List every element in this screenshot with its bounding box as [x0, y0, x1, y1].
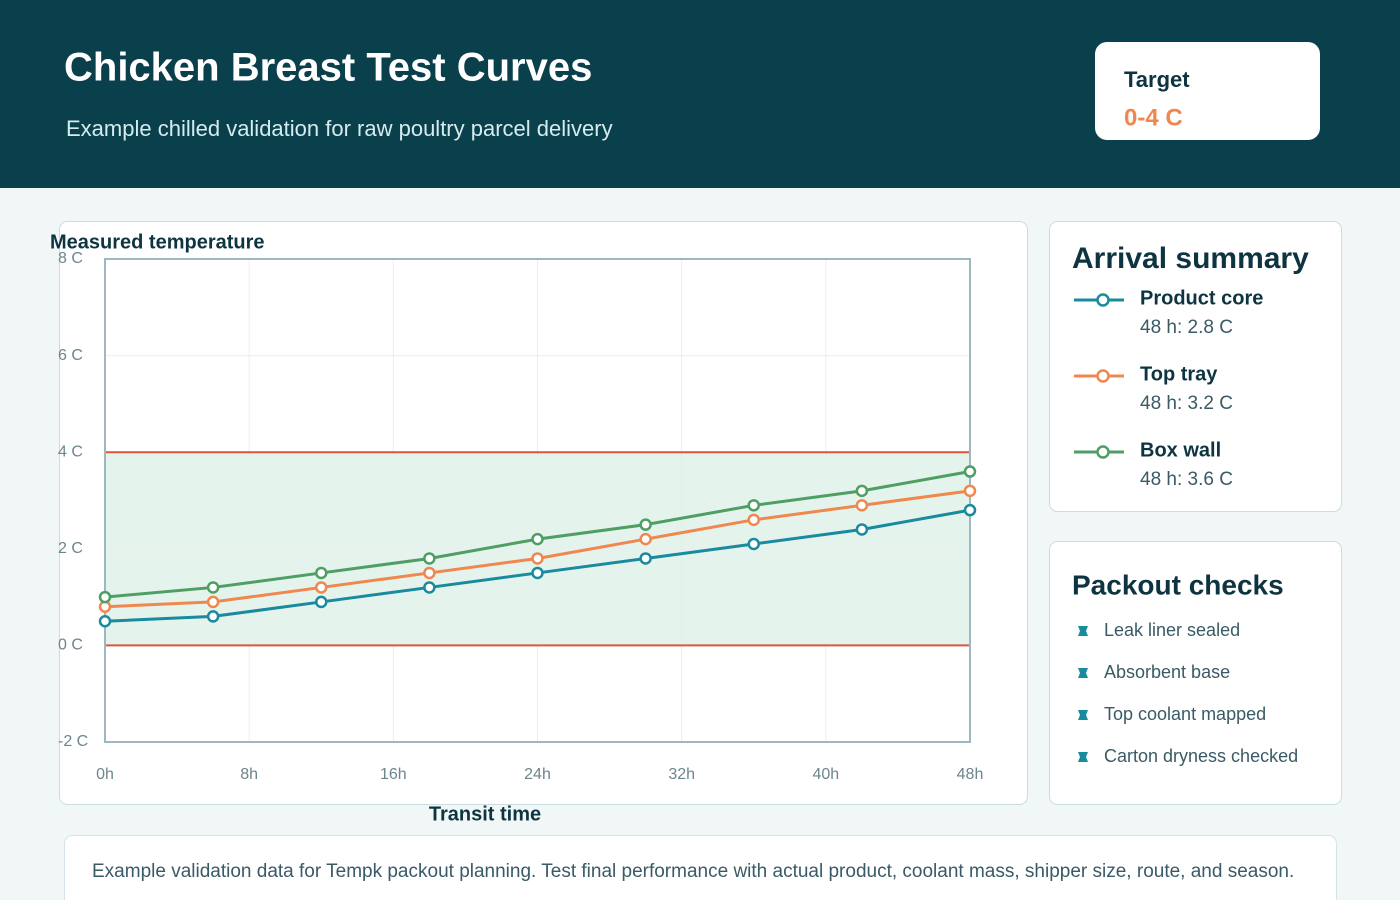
- summary-detail: 48 h: 3.6 C: [1140, 469, 1233, 490]
- data-point: [963, 465, 977, 478]
- legend-marker: [1096, 445, 1110, 459]
- data-point: [963, 503, 977, 517]
- data-point: [531, 552, 544, 565]
- x-axis-title: Transit time: [429, 803, 541, 825]
- check-item: Top coolant mapped: [1104, 704, 1266, 724]
- x-tick-label: 8h: [240, 766, 258, 783]
- x-tick-label: 40h: [812, 766, 839, 783]
- data-point: [639, 552, 652, 565]
- check-item: Leak liner sealed: [1104, 620, 1240, 640]
- data-point: [747, 537, 760, 551]
- legend-name: Top tray: [1140, 363, 1218, 385]
- x-tick-label: 48h: [957, 766, 984, 783]
- check-icon: [1078, 752, 1088, 762]
- check-icon: [1078, 626, 1088, 636]
- data-point: [747, 499, 760, 512]
- y-tick-label: 0 C: [58, 637, 83, 654]
- legend-marker: [1096, 293, 1110, 307]
- side-panels: Product core 48 h: 2.8 C Top tray 48 h: 3.2…: [1074, 287, 1298, 766]
- data-point: [315, 595, 328, 609]
- page-subtitle: Example chilled validation for raw poult…: [66, 116, 613, 141]
- data-point: [639, 532, 652, 546]
- legend-name: Box wall: [1140, 439, 1221, 461]
- data-point: [639, 518, 652, 531]
- data-point: [423, 581, 436, 594]
- summary-title: Arrival summary: [1072, 242, 1309, 275]
- y-axis-title: Measured temperature: [50, 231, 265, 253]
- x-tick-label: 32h: [668, 766, 695, 783]
- y-tick-label: 6 C: [58, 347, 83, 364]
- y-tick-label: 8 C: [58, 250, 83, 267]
- data-point: [855, 523, 869, 536]
- data-point: [963, 484, 977, 498]
- data-point: [315, 581, 328, 594]
- data-point: [855, 484, 869, 498]
- data-point: [423, 566, 436, 580]
- x-tick-label: 24h: [524, 766, 551, 783]
- data-point: [206, 610, 220, 623]
- summary-detail: 48 h: 2.8 C: [1140, 317, 1233, 338]
- data-point: [531, 532, 544, 546]
- page-title: Chicken Breast Test Curves: [64, 46, 592, 90]
- footer-note: Example validation data for Tempk packou…: [92, 861, 1294, 882]
- summary-detail: 48 h: 3.2 C: [1140, 393, 1233, 414]
- target-value: 0-4 C: [1124, 104, 1183, 131]
- legend-name: Product core: [1140, 287, 1263, 309]
- target-card: [1095, 42, 1320, 140]
- check-icon: [1078, 710, 1088, 720]
- data-point: [206, 595, 220, 609]
- data-point: [423, 552, 436, 565]
- check-item: Carton dryness checked: [1104, 746, 1298, 766]
- check-item: Absorbent base: [1104, 662, 1230, 682]
- y-tick-label: -2 C: [58, 733, 88, 750]
- check-icon: [1078, 668, 1088, 678]
- checks-title: Packout checks: [1072, 569, 1284, 600]
- y-tick-label: 2 C: [58, 540, 83, 557]
- y-tick-label: 4 C: [58, 443, 83, 460]
- data-point: [98, 615, 112, 628]
- x-tick-label: 0h: [96, 766, 114, 783]
- checks-card: [1049, 541, 1342, 805]
- data-point: [98, 590, 112, 604]
- target-label: Target: [1124, 67, 1190, 92]
- footer-card: [64, 835, 1337, 905]
- plot: -2 C 0 C 2 C 4 C 6 C 8 C 0h 8h 16h 24h 32h 40h 48h: [58, 250, 983, 783]
- legend-marker: [1096, 369, 1110, 383]
- summary-card: [1049, 221, 1342, 512]
- data-point: [315, 566, 328, 580]
- data-point: [531, 566, 544, 580]
- x-tick-label: 16h: [380, 766, 407, 783]
- data-point: [855, 499, 869, 512]
- data-point: [747, 513, 760, 527]
- plot-border: [104, 258, 971, 743]
- data-point: [206, 581, 220, 594]
